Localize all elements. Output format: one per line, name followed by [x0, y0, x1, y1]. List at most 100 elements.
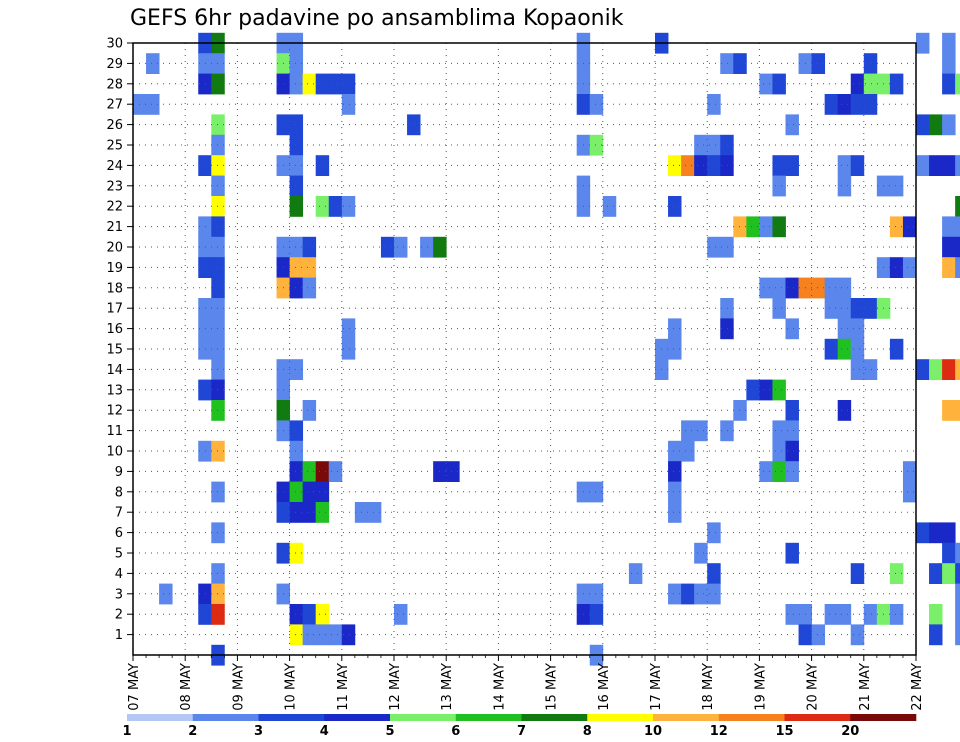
heatmap-cell: [772, 420, 786, 442]
heatmap-cell: [328, 461, 343, 482]
heatmap-cell: [707, 583, 721, 605]
colorbar-label: 3: [254, 724, 263, 739]
heatmap-cell: [211, 379, 225, 401]
heatmap-cell: [850, 298, 865, 319]
colorbar-label: 7: [517, 724, 526, 739]
heatmap-cell: [668, 338, 682, 360]
heatmap-cell: [289, 604, 304, 625]
heatmap-cell: [211, 298, 225, 319]
colorbar-swatch: [718, 714, 785, 721]
heatmap-cell: [211, 400, 225, 421]
heatmap-cell: [628, 563, 643, 584]
heatmap-cell: [211, 277, 225, 299]
heatmap-cell: [367, 502, 382, 523]
y-tick-label: 15: [106, 343, 123, 358]
heatmap-cell: [889, 563, 904, 584]
heatmap-cell: [837, 318, 852, 340]
heatmap-cell: [211, 522, 225, 544]
colorbar-label: 4: [320, 724, 329, 739]
heatmap-cell: [929, 359, 943, 380]
colorbar-label: 2: [188, 724, 197, 739]
heatmap-cell: [772, 216, 786, 238]
heatmap-cell: [942, 522, 956, 544]
heatmap-cell: [955, 400, 960, 421]
heatmap-cell: [211, 338, 225, 360]
heatmap-cell: [668, 481, 682, 503]
heatmap-cell: [929, 624, 943, 646]
heatmap-cell: [785, 440, 799, 462]
chart-title: GEFS 6hr padavine po ansamblima Kopaonik: [130, 6, 624, 31]
heatmap-cell: [955, 73, 960, 95]
heatmap-cell: [407, 114, 421, 136]
heatmap-cell: [211, 257, 225, 278]
y-tick-label: 27: [106, 98, 123, 113]
heatmap-cell: [942, 542, 956, 564]
y-tick-label: 10: [106, 445, 123, 460]
heatmap-cell: [211, 155, 225, 176]
y-tick-label: 8: [115, 485, 123, 500]
heatmap-cell: [589, 481, 604, 503]
heatmap-cell: [707, 94, 721, 115]
y-tick-label: 3: [115, 587, 123, 602]
heatmap-cell: [198, 379, 212, 401]
x-tick-label: 09 MAY: [231, 663, 246, 711]
heatmap-cell: [837, 604, 852, 625]
heatmap-cell: [289, 236, 304, 258]
x-tick-label: 16 MAY: [597, 663, 612, 711]
heatmap-cell: [211, 604, 225, 625]
heatmap-cell: [889, 338, 904, 360]
colorbar-swatch: [521, 714, 588, 721]
heatmap-cell: [772, 440, 786, 462]
heatmap-cell: [289, 134, 304, 156]
heatmap-cell: [707, 236, 721, 258]
heatmap-cell: [850, 359, 865, 380]
heatmap-cell: [302, 624, 317, 646]
heatmap-cell: [315, 624, 330, 646]
y-tick-label: 18: [106, 281, 123, 296]
heatmap-cell: [341, 73, 356, 95]
x-tick-label: 18 MAY: [701, 663, 716, 711]
heatmap-cell: [198, 73, 212, 95]
x-tick-label: 14 MAY: [492, 663, 507, 711]
y-tick-label: 5: [115, 547, 123, 562]
heatmap-cell: [720, 155, 734, 176]
heatmap-cell: [942, 236, 956, 258]
heatmap-cell: [811, 53, 826, 74]
heatmap-cell: [772, 461, 786, 482]
heatmap-cell: [720, 318, 734, 340]
heatmap-cell: [211, 563, 225, 584]
heatmap-cell: [785, 461, 799, 482]
heatmap-cell: [837, 94, 852, 115]
heatmap-cell: [929, 604, 943, 625]
heatmap-cell: [289, 359, 304, 380]
heatmap-cell: [289, 175, 304, 197]
y-tick-label: 11: [106, 424, 123, 439]
heatmap-cell: [211, 481, 225, 503]
heatmap-cell: [211, 73, 225, 95]
y-tick-label: 30: [106, 37, 123, 52]
x-tick-label: 07 MAY: [127, 663, 142, 711]
heatmap-cell: [955, 542, 960, 564]
heatmap-cell: [759, 73, 773, 95]
heatmap-cell: [707, 134, 721, 156]
heatmap-cell: [824, 94, 839, 115]
heatmap-cell: [929, 522, 943, 544]
x-tick-label: 21 MAY: [858, 663, 873, 711]
heatmap-cell: [289, 624, 304, 646]
heatmap-cell: [720, 53, 734, 74]
heatmap-cell: [668, 440, 682, 462]
heatmap-cell: [837, 400, 852, 421]
x-tick-label: 12 MAY: [388, 663, 403, 711]
heatmap-cell: [759, 379, 773, 401]
heatmap-cell: [720, 420, 734, 442]
heatmap-cell: [863, 359, 878, 380]
heatmap-cell: [811, 624, 826, 646]
heatmap-cell: [955, 236, 960, 258]
heatmap-cell: [902, 461, 917, 482]
y-tick-label: 17: [106, 302, 123, 317]
heatmap-cell: [785, 420, 799, 442]
heatmap-cell: [289, 542, 304, 564]
heatmap-cell: [942, 359, 956, 380]
y-tick-label: 4: [115, 567, 123, 582]
